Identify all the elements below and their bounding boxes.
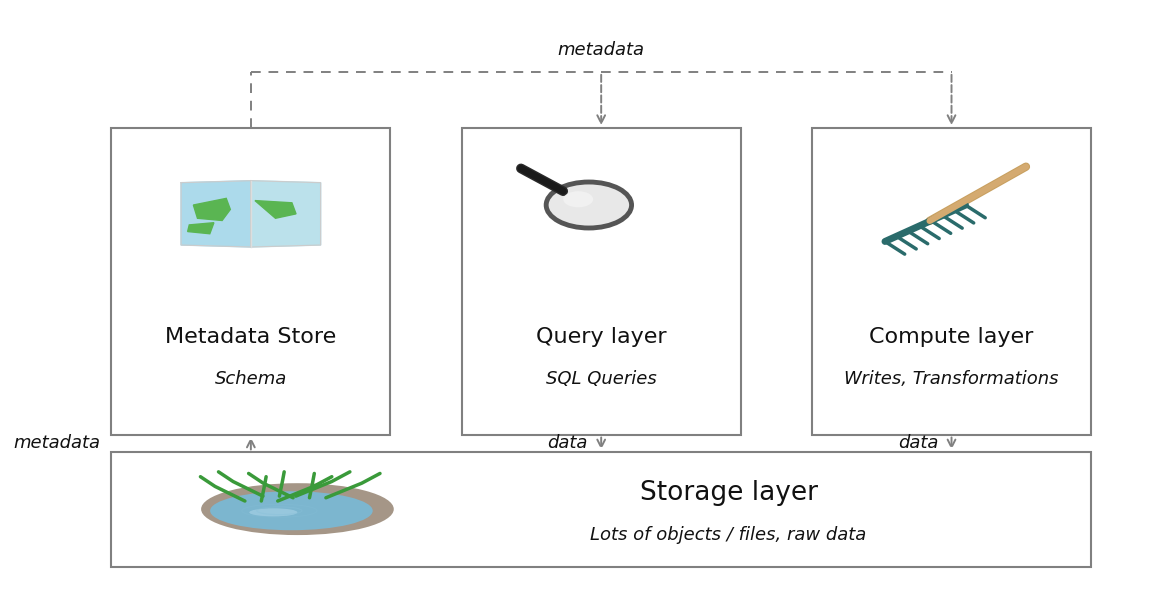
Circle shape [546,182,631,228]
Text: data: data [898,435,938,453]
Ellipse shape [210,492,373,530]
Polygon shape [255,200,296,218]
FancyBboxPatch shape [112,452,1091,568]
Polygon shape [187,222,214,234]
Text: metadata: metadata [14,435,100,453]
Text: data: data [547,435,588,453]
Text: Schema: Schema [215,370,288,389]
FancyBboxPatch shape [812,128,1091,435]
Text: Lots of objects / files, raw data: Lots of objects / files, raw data [590,526,867,544]
Ellipse shape [201,483,393,535]
Text: metadata: metadata [558,41,645,59]
Ellipse shape [250,508,298,517]
Text: Compute layer: Compute layer [869,327,1034,346]
Polygon shape [251,181,321,247]
FancyBboxPatch shape [112,128,391,435]
Text: Metadata Store: Metadata Store [166,327,337,346]
FancyBboxPatch shape [461,128,741,435]
Text: Query layer: Query layer [536,327,667,346]
Polygon shape [181,181,251,247]
Polygon shape [193,199,230,221]
Circle shape [564,191,593,208]
Text: SQL Queries: SQL Queries [546,370,657,389]
Text: Writes, Transformations: Writes, Transformations [844,370,1059,389]
Text: Storage layer: Storage layer [639,480,818,505]
